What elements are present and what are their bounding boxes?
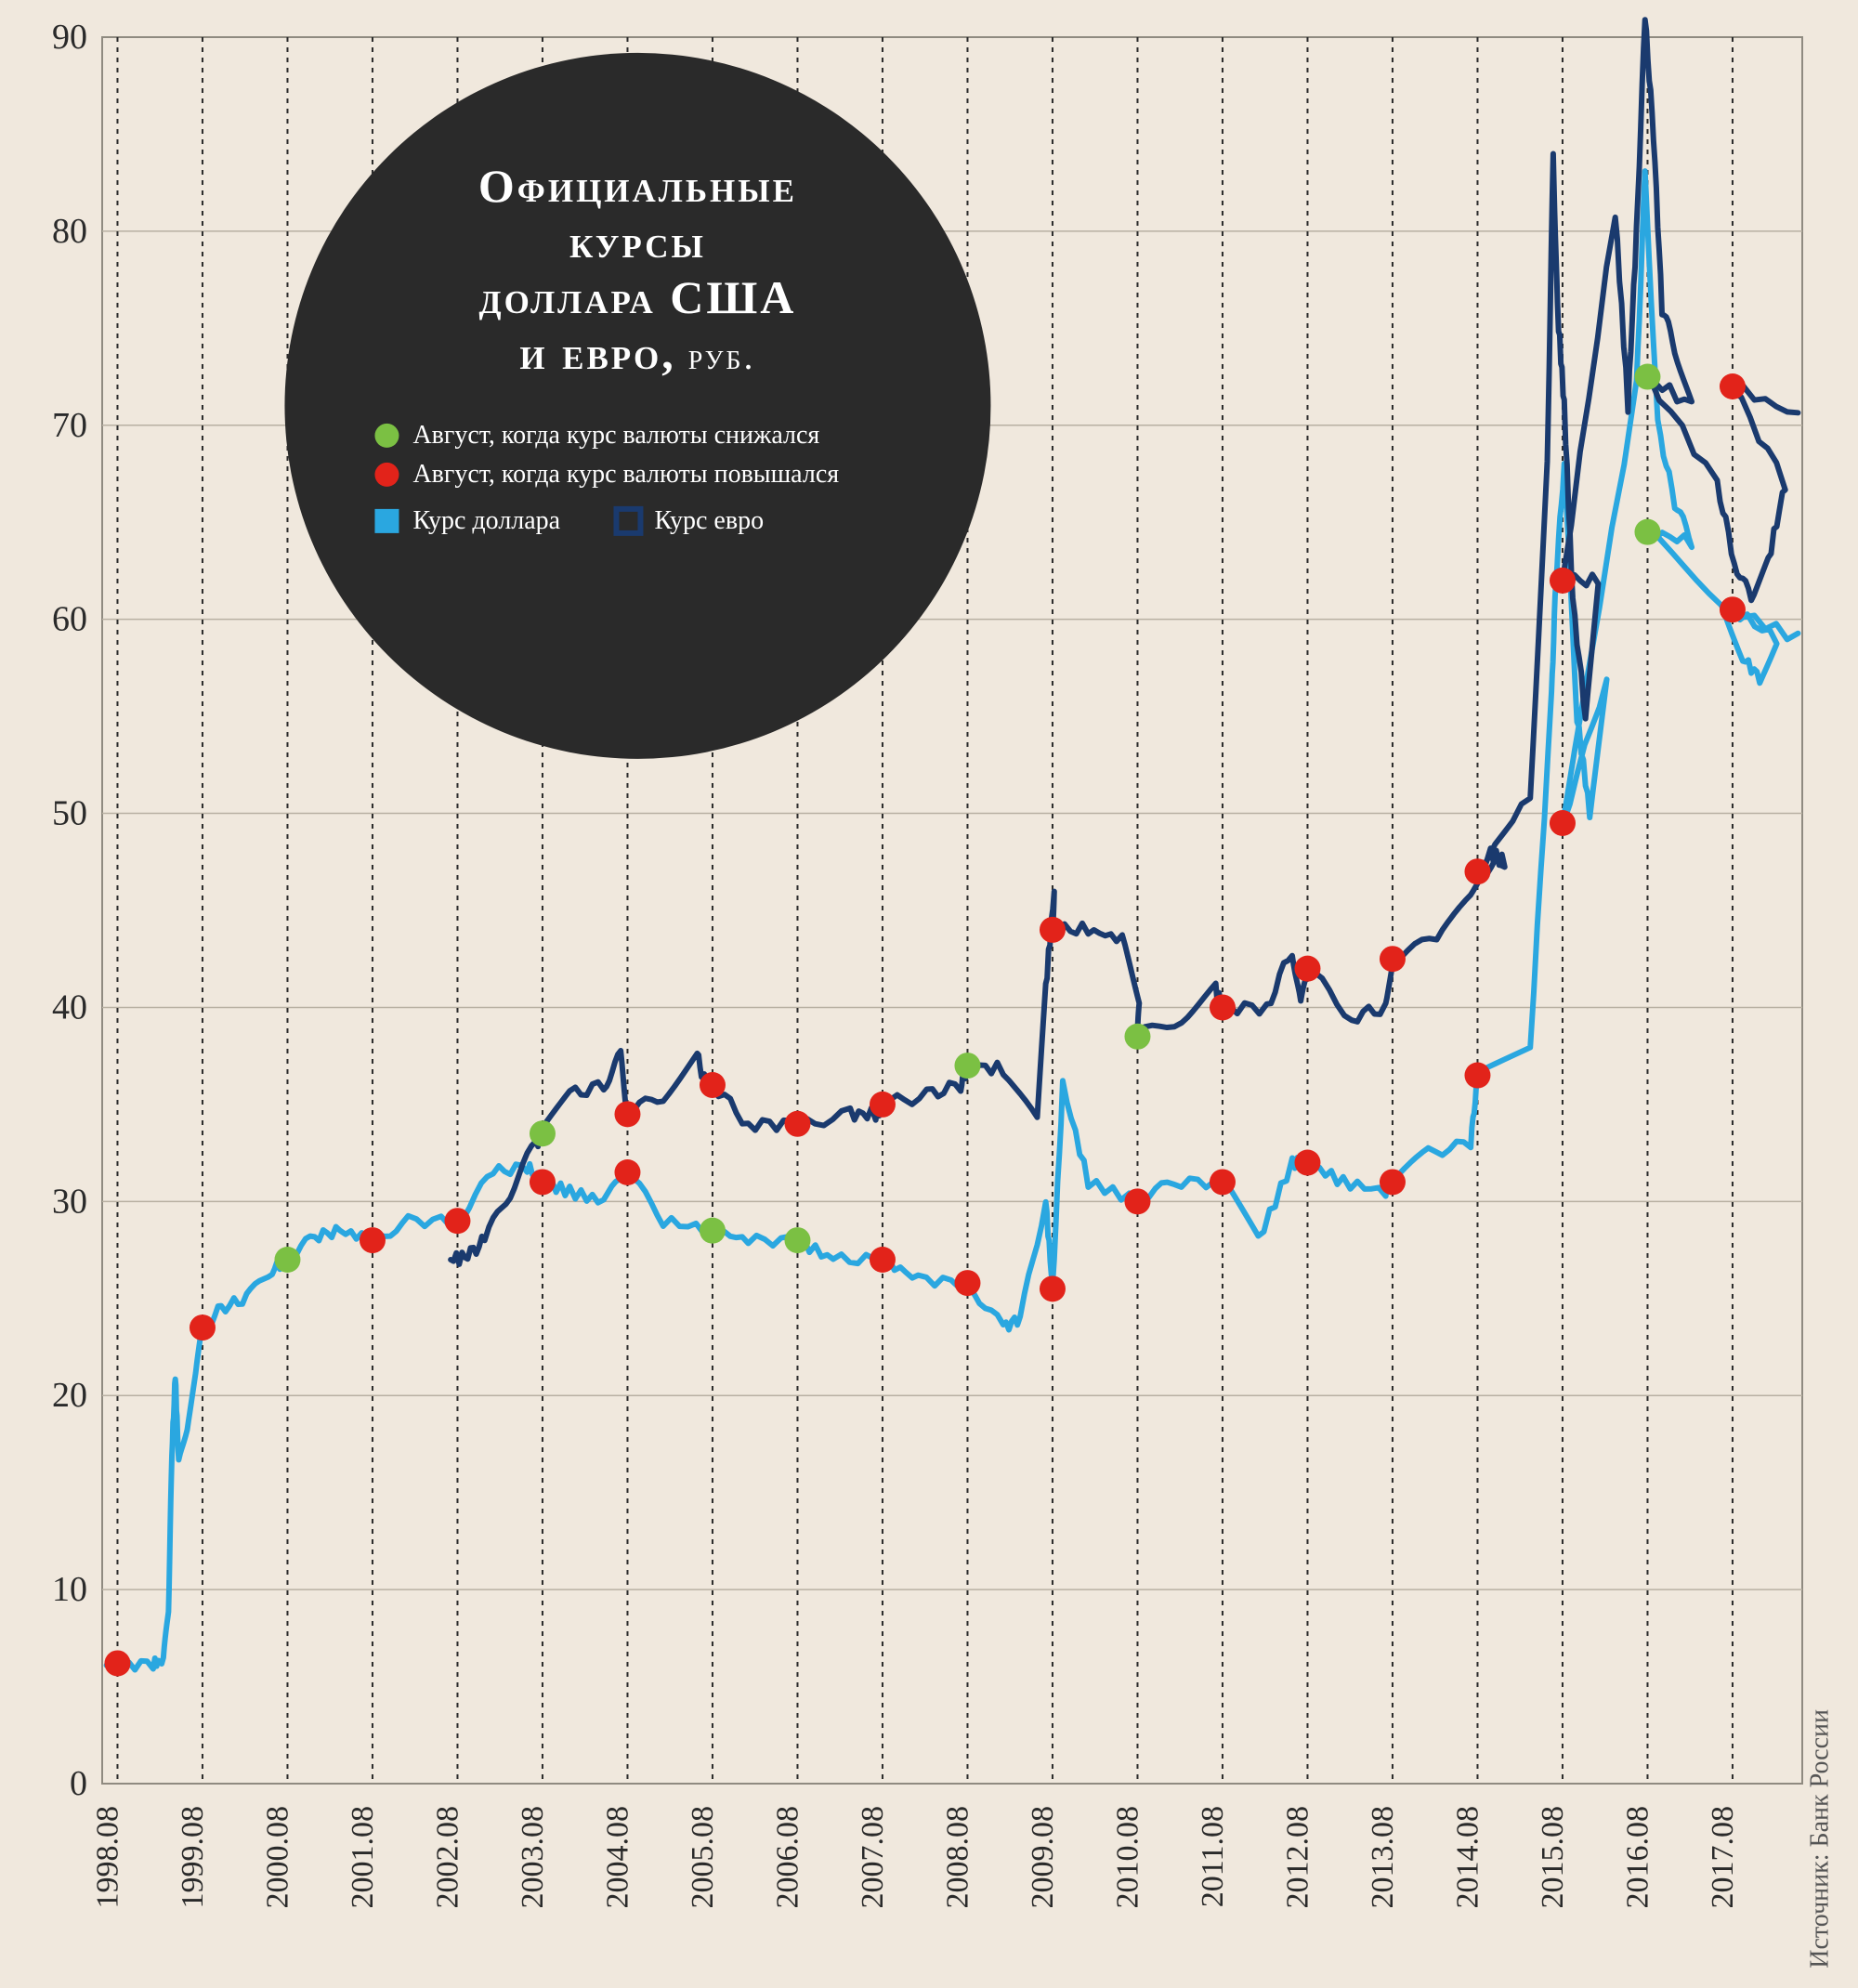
- marker-down: [784, 1227, 810, 1253]
- chart-title-line: Официальные: [478, 160, 797, 212]
- x-tick-label: 2004.08: [600, 1806, 635, 1909]
- marker-up: [1550, 810, 1576, 836]
- marker-up: [954, 1270, 980, 1296]
- marker-up: [784, 1111, 810, 1137]
- marker-up: [444, 1208, 470, 1234]
- marker-up: [1380, 946, 1406, 972]
- marker-up: [1294, 1150, 1320, 1176]
- x-tick-label: 2005.08: [686, 1806, 720, 1909]
- marker-down: [1634, 519, 1660, 545]
- x-tick-label: 2001.08: [346, 1806, 380, 1909]
- y-tick-label: 50: [52, 794, 87, 833]
- marker-up: [1210, 1169, 1236, 1195]
- legend-eur-label: Курс евро: [654, 506, 764, 535]
- x-tick-label: 2013.08: [1366, 1806, 1400, 1909]
- x-tick-label: 2017.08: [1706, 1806, 1740, 1909]
- x-tick-label: 2000.08: [260, 1806, 294, 1909]
- source-label: Источник: Банк России: [1806, 1709, 1836, 1968]
- x-tick-label: 2003.08: [516, 1806, 550, 1909]
- chart-title-line: доллара США: [479, 271, 797, 323]
- marker-down: [954, 1053, 980, 1079]
- marker-up: [870, 1092, 896, 1118]
- x-tick-label: 2008.08: [940, 1806, 975, 1909]
- y-tick-label: 30: [52, 1182, 87, 1221]
- marker-up: [1720, 373, 1746, 399]
- x-tick-label: 2015.08: [1536, 1806, 1570, 1909]
- x-tick-label: 2011.08: [1196, 1806, 1230, 1907]
- legend-up-icon: [374, 463, 399, 487]
- y-tick-label: 70: [52, 406, 87, 445]
- x-tick-label: 1998.08: [90, 1806, 124, 1909]
- legend-down-label: Август, когда курс валюты снижался: [412, 421, 819, 450]
- y-tick-label: 0: [70, 1764, 87, 1803]
- marker-up: [614, 1159, 640, 1185]
- marker-up: [1040, 917, 1066, 943]
- chart-container: 0 10 20 30 40 50 60 70 80 90 1998.08 1999.08 2000.08…: [0, 0, 1858, 1988]
- marker-down: [1634, 364, 1660, 390]
- y-tick-label: 40: [52, 987, 87, 1027]
- marker-up: [1550, 568, 1576, 594]
- marker-up: [530, 1169, 556, 1195]
- x-tick-label: 1999.08: [176, 1806, 210, 1909]
- x-tick-label: 2012.08: [1280, 1806, 1315, 1909]
- chart-svg: 0 10 20 30 40 50 60 70 80 90 1998.08 1999.08 2000.08…: [0, 0, 1858, 1988]
- y-tick-label: 90: [52, 18, 87, 57]
- marker-up: [614, 1101, 640, 1127]
- x-tick-label: 2006.08: [770, 1806, 805, 1909]
- title-circle: [284, 53, 990, 759]
- x-tick-label: 2014.08: [1450, 1806, 1485, 1909]
- x-tick-label: 2016.08: [1620, 1806, 1655, 1909]
- y-tick-label: 80: [52, 212, 87, 251]
- legend-usd-label: Курс доллара: [412, 506, 560, 535]
- marker-up: [1720, 596, 1746, 622]
- chart-title-line: и евро, руб.: [519, 327, 755, 379]
- marker-up: [870, 1247, 896, 1273]
- marker-up: [1040, 1275, 1066, 1301]
- x-tick-label: 2009.08: [1026, 1806, 1060, 1909]
- marker-up: [1464, 1063, 1490, 1089]
- marker-up: [360, 1227, 386, 1253]
- y-tick-label: 10: [52, 1570, 87, 1609]
- legend-usd-icon: [374, 509, 399, 533]
- marker-up: [700, 1072, 726, 1098]
- marker-up: [1464, 858, 1490, 884]
- marker-up: [104, 1650, 130, 1676]
- marker-down: [700, 1218, 726, 1244]
- marker-down: [1124, 1024, 1150, 1050]
- marker-up: [1294, 956, 1320, 982]
- y-tick-label: 20: [52, 1376, 87, 1415]
- x-tick-label: 2007.08: [856, 1806, 890, 1909]
- chart-title-line: курсы: [569, 216, 706, 268]
- x-tick-label: 2010.08: [1110, 1806, 1145, 1909]
- y-tick-label: 60: [52, 600, 87, 639]
- legend-down-icon: [374, 424, 399, 448]
- legend-up-label: Август, когда курс валюты повышался: [412, 460, 839, 489]
- marker-up: [1210, 994, 1236, 1020]
- marker-down: [530, 1120, 556, 1146]
- marker-up: [1124, 1188, 1150, 1214]
- marker-up: [1380, 1169, 1406, 1195]
- x-tick-label: 2002.08: [430, 1806, 464, 1909]
- marker-down: [274, 1247, 300, 1273]
- marker-up: [190, 1314, 216, 1341]
